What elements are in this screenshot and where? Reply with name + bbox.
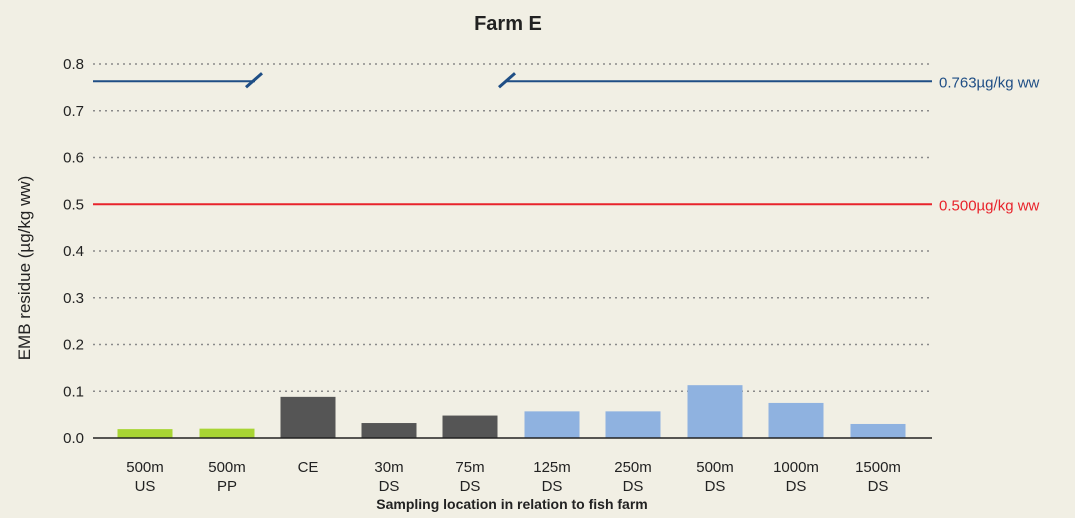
x-axis-label: Sampling location in relation to fish fa… xyxy=(376,496,647,512)
grid-layer xyxy=(93,63,932,392)
x-tick-label: 500m xyxy=(126,459,164,476)
axis-break-mark xyxy=(498,72,516,89)
x-tick-label: 1000m xyxy=(773,459,819,476)
bar xyxy=(280,396,336,438)
y-tick-label: 0.5 xyxy=(63,196,84,213)
y-tick-label: 0.4 xyxy=(63,243,84,260)
x-tick-label: 125m xyxy=(533,459,571,476)
y-tick-label: 0.1 xyxy=(63,383,84,400)
x-tick-label: PP xyxy=(217,478,237,495)
chart-title: Farm E xyxy=(474,13,542,35)
y-tick-label: 0.6 xyxy=(63,150,84,167)
x-tick-label: DS xyxy=(623,478,644,495)
x-tick-label: 30m xyxy=(374,459,403,476)
x-tick-label: DS xyxy=(460,478,481,495)
x-tick-label: 500m xyxy=(696,459,734,476)
bar xyxy=(687,385,743,438)
x-tick-label: DS xyxy=(868,478,889,495)
bar xyxy=(605,411,661,438)
x-tick-label: 75m xyxy=(455,459,484,476)
y-axis-label: EMB residue (µg/kg ww) xyxy=(15,176,34,361)
x-tick-label: 250m xyxy=(614,459,652,476)
bar xyxy=(768,402,824,438)
bar xyxy=(524,411,580,438)
bar xyxy=(199,428,255,438)
y-tick-label: 0.8 xyxy=(63,56,84,73)
y-tick-label: 0.3 xyxy=(63,290,84,307)
bar xyxy=(117,429,173,438)
x-tick-label: DS xyxy=(542,478,563,495)
y-tick-labels: 0.0 0.1 0.2 0.3 0.4 0.5 0.6 0.7 0.8 xyxy=(63,56,84,447)
bar xyxy=(442,415,498,438)
x-tick-label: DS xyxy=(705,478,726,495)
axis-break-mark xyxy=(245,72,263,89)
x-tick-labels: 500m US 500m PP CE 30m DS 75m DS 125m DS 250m DS 500m… xyxy=(126,459,901,495)
y-tick-label: 0.0 xyxy=(63,430,84,447)
bars xyxy=(117,385,906,438)
x-tick-label: DS xyxy=(786,478,807,495)
x-tick-label: 1500m xyxy=(855,459,901,476)
x-tick-label: US xyxy=(135,478,156,495)
x-tick-label: CE xyxy=(298,459,319,476)
bar xyxy=(850,423,906,438)
y-tick-label: 0.2 xyxy=(63,337,84,354)
reference-lines: 0.763µg/kg ww 0.500µg/kg ww xyxy=(93,72,1040,214)
bar xyxy=(361,423,417,438)
x-tick-label: 500m xyxy=(208,459,246,476)
reference-line-label: 0.500µg/kg ww xyxy=(939,197,1040,214)
y-tick-label: 0.7 xyxy=(63,103,84,120)
reference-line-label: 0.763µg/kg ww xyxy=(939,74,1040,91)
x-tick-label: DS xyxy=(379,478,400,495)
